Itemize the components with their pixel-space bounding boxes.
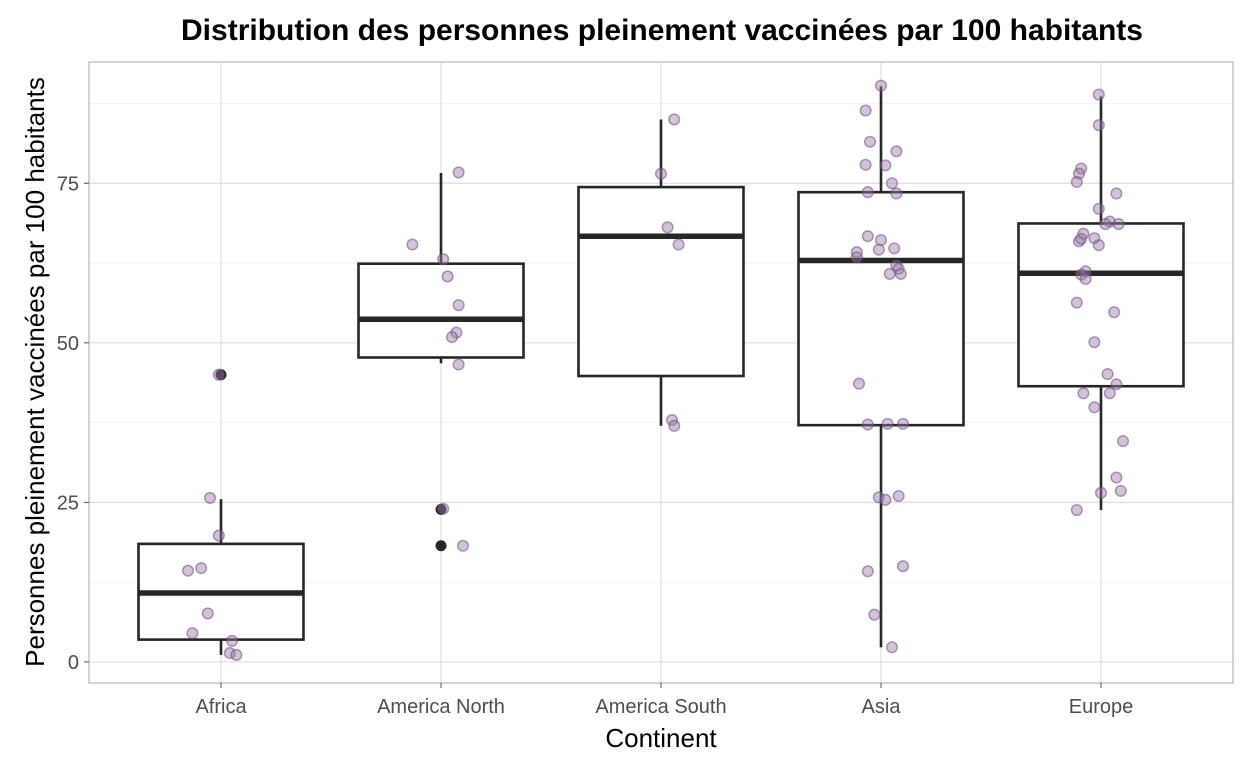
jitter-point [1114,484,1127,497]
x-axis-ticks: Africa America North America South Asia Euro… [195,683,1133,718]
jitter-point [1116,435,1130,448]
jitter-point [859,104,872,117]
jitter-point [861,418,874,431]
jitter-point [1092,239,1105,252]
jitter-point [894,267,907,280]
jitter-point [212,368,225,381]
jitter-point [445,331,459,344]
jitter-point [1088,336,1101,349]
box-rect [797,190,965,427]
jitter-point [872,243,885,256]
jitter-point [230,648,243,661]
jitter-point [879,159,892,172]
jitter-point [195,562,208,575]
jitter-point [1094,486,1108,499]
jitter-point [1110,471,1123,484]
jitter-point [863,135,877,148]
jitter-point [181,564,195,577]
jitter-point [1075,268,1088,281]
x-tick-label: Asia [862,696,902,718]
outlier-layer [215,369,447,552]
jitter-point [1092,119,1105,132]
jitter-point [668,113,681,126]
jitter-point [1108,306,1121,319]
jitter-point [888,242,901,255]
chart-title: Distribution des personnes pleinement va… [181,14,1143,47]
jitter-point [406,238,419,251]
jitter-point [225,634,239,647]
jitter-point [452,299,465,312]
jitter-point [850,251,863,264]
jitter-point [212,529,225,542]
jitter-point [872,491,885,504]
jitter-point [885,177,899,190]
jitter-point [450,326,463,339]
jitter-point [186,627,199,640]
jitter-point [201,607,214,620]
jitter-point [874,234,888,247]
jitter-point [668,419,681,432]
jitter-point [1088,401,1101,414]
x-tick-label: America South [595,696,726,718]
jitter-point [1077,387,1090,400]
jitter-point [890,145,903,158]
y-tick-label: 0 [68,652,79,674]
y-tick-label: 25 [57,492,79,514]
x-tick-label: Europe [1069,696,1134,718]
box-layer [137,86,1185,655]
jitter-point [654,167,668,180]
jitter-point [881,417,894,430]
jitter-point [890,187,903,200]
jitter-point [1092,88,1105,101]
box-rect [357,262,525,359]
y-axis-ticks: 0 25 50 75 [57,173,89,674]
jitter-point [1075,232,1088,245]
jitter-point [879,493,892,506]
jitter-point [868,608,881,621]
jitter-point [441,270,454,283]
jitter-point [1110,187,1123,200]
jitter-point [456,539,470,552]
jitter-point [1070,503,1083,517]
jitter-point [896,417,910,430]
jitter-point [1110,378,1123,391]
jitter-point [892,489,905,503]
jitter-point [1070,296,1083,309]
y-tick-label: 50 [57,333,79,355]
x-tick-label: America North [377,696,505,718]
jitter-point [203,491,217,504]
jitter-point [859,158,872,171]
outlier-point [435,540,447,552]
jitter-point [437,253,450,266]
jitter-point [885,641,899,654]
jitter-point [861,230,874,243]
jitter-point [852,377,866,390]
jitter-point [672,238,685,251]
jitter-point [896,560,910,573]
jitter-point [1099,218,1112,231]
y-tick-label: 75 [57,173,79,195]
jitter-point [874,79,888,92]
jitter-point [1070,175,1083,189]
x-tick-label: Africa [195,696,247,718]
x-axis-title: Continent [605,723,717,753]
jitter-point [452,166,465,179]
jitter-layer [181,79,1130,661]
y-axis-title: Personnes pleinement vaccinées par 100 h… [20,77,50,667]
jitter-point [1101,368,1114,381]
jitter-point [437,502,450,515]
jitter-point [1112,218,1125,231]
jitter-point [1079,272,1092,286]
jitter-point [661,221,674,234]
jitter-point [1092,202,1105,215]
jitter-point [452,358,465,371]
box-rect [577,185,745,378]
jitter-point [861,565,874,578]
jitter-point [883,267,896,280]
jitter-point [861,186,874,199]
jitter-point [1103,387,1116,400]
